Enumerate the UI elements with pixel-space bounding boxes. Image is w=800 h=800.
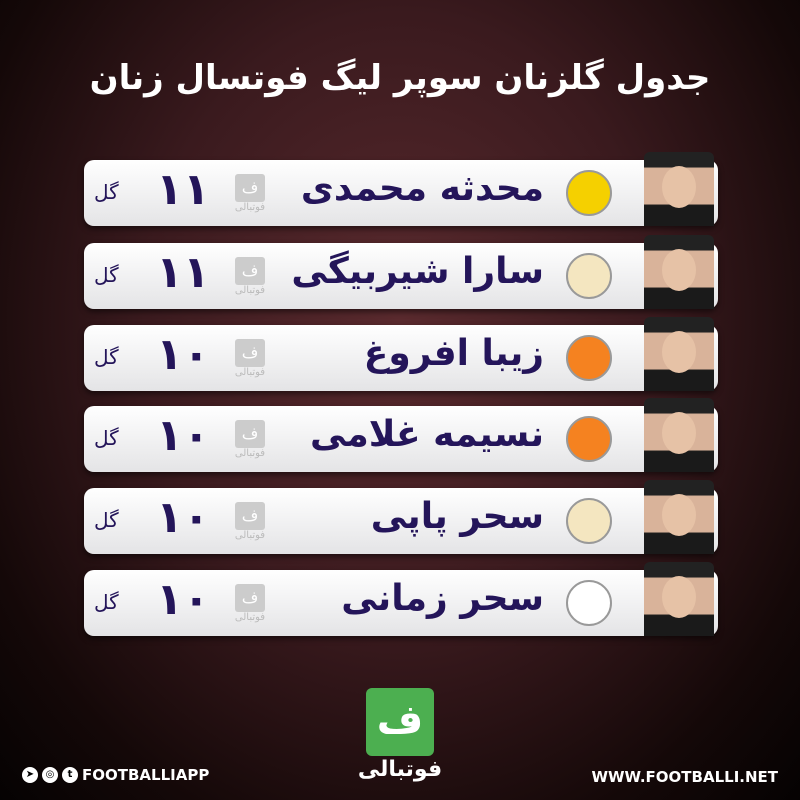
watermark-text: فوتبالی: [234, 448, 266, 459]
player-name: سحر زمانی: [341, 578, 544, 619]
goal-unit: گل: [94, 426, 119, 450]
brand-name: فوتبالی: [357, 757, 443, 782]
watermark-text: فوتبالی: [234, 285, 266, 296]
instagram-icon[interactable]: ◎: [42, 767, 58, 783]
goal-count: ۱۱: [156, 164, 210, 215]
scorer-row: سحر پاپی ف فوتبالی ۱۰ گل: [84, 480, 718, 554]
goal-count: ۱۱: [156, 247, 210, 298]
watermark-logo: ف فوتبالی: [234, 339, 266, 379]
player-photo: [644, 235, 714, 309]
player-photo: [644, 480, 714, 554]
player-name: نسیمه غلامی: [310, 414, 544, 455]
watermark-logo: ف فوتبالی: [234, 257, 266, 297]
player-photo: [644, 398, 714, 472]
club-logo: [566, 253, 612, 299]
club-logo: [566, 580, 612, 626]
club-logo: [566, 335, 612, 381]
social-links: ➤ ◎ t FOOTBALLIAPP: [22, 766, 209, 784]
player-photo: [644, 152, 714, 226]
goal-count: ۱۰: [156, 329, 210, 380]
watermark-text: فوتبالی: [234, 530, 266, 541]
player-name: سارا شیربیگی: [291, 251, 544, 292]
footballi-logo: ف: [366, 688, 434, 756]
player-name: محدثه محمدی: [300, 168, 544, 209]
goal-count: ۱۰: [156, 492, 210, 543]
goal-unit: گل: [94, 263, 119, 287]
goal-unit: گل: [94, 508, 119, 532]
club-logo: [566, 170, 612, 216]
watermark-logo: ف فوتبالی: [234, 502, 266, 542]
player-photo: [644, 317, 714, 391]
goal-unit: گل: [94, 345, 119, 369]
watermark-logo: ف فوتبالی: [234, 420, 266, 460]
goal-count: ۱۰: [156, 574, 210, 625]
watermark-text: فوتبالی: [234, 612, 266, 623]
club-logo: [566, 416, 612, 462]
player-name: سحر پاپی: [370, 496, 544, 537]
watermark-logo: ف فوتبالی: [234, 584, 266, 624]
watermark-text: فوتبالی: [234, 202, 266, 213]
scorer-row: سارا شیربیگی ف فوتبالی ۱۱ گل: [84, 235, 718, 309]
scorer-row: سحر زمانی ف فوتبالی ۱۰ گل: [84, 562, 718, 636]
scorer-row: نسیمه غلامی ف فوتبالی ۱۰ گل: [84, 398, 718, 472]
goal-unit: گل: [94, 590, 119, 614]
club-logo: [566, 498, 612, 544]
player-name: زیبا افروغ: [363, 333, 544, 374]
watermark-text: فوتبالی: [234, 367, 266, 378]
twitter-icon[interactable]: t: [62, 767, 78, 783]
telegram-icon[interactable]: ➤: [22, 767, 38, 783]
page-title: جدول گلزنان سوپر لیگ فوتسال زنان: [89, 58, 711, 98]
goal-count: ۱۰: [156, 410, 210, 461]
scorer-row: زیبا افروغ ف فوتبالی ۱۰ گل: [84, 317, 718, 391]
website-url: WWW.FOOTBALLI.NET: [591, 768, 778, 786]
player-photo: [644, 562, 714, 636]
watermark-logo: ف فوتبالی: [234, 174, 266, 214]
goal-unit: گل: [94, 180, 119, 204]
social-handle: FOOTBALLIAPP: [82, 766, 210, 784]
scorer-row: محدثه محمدی ف فوتبالی ۱۱ گل: [84, 152, 718, 226]
